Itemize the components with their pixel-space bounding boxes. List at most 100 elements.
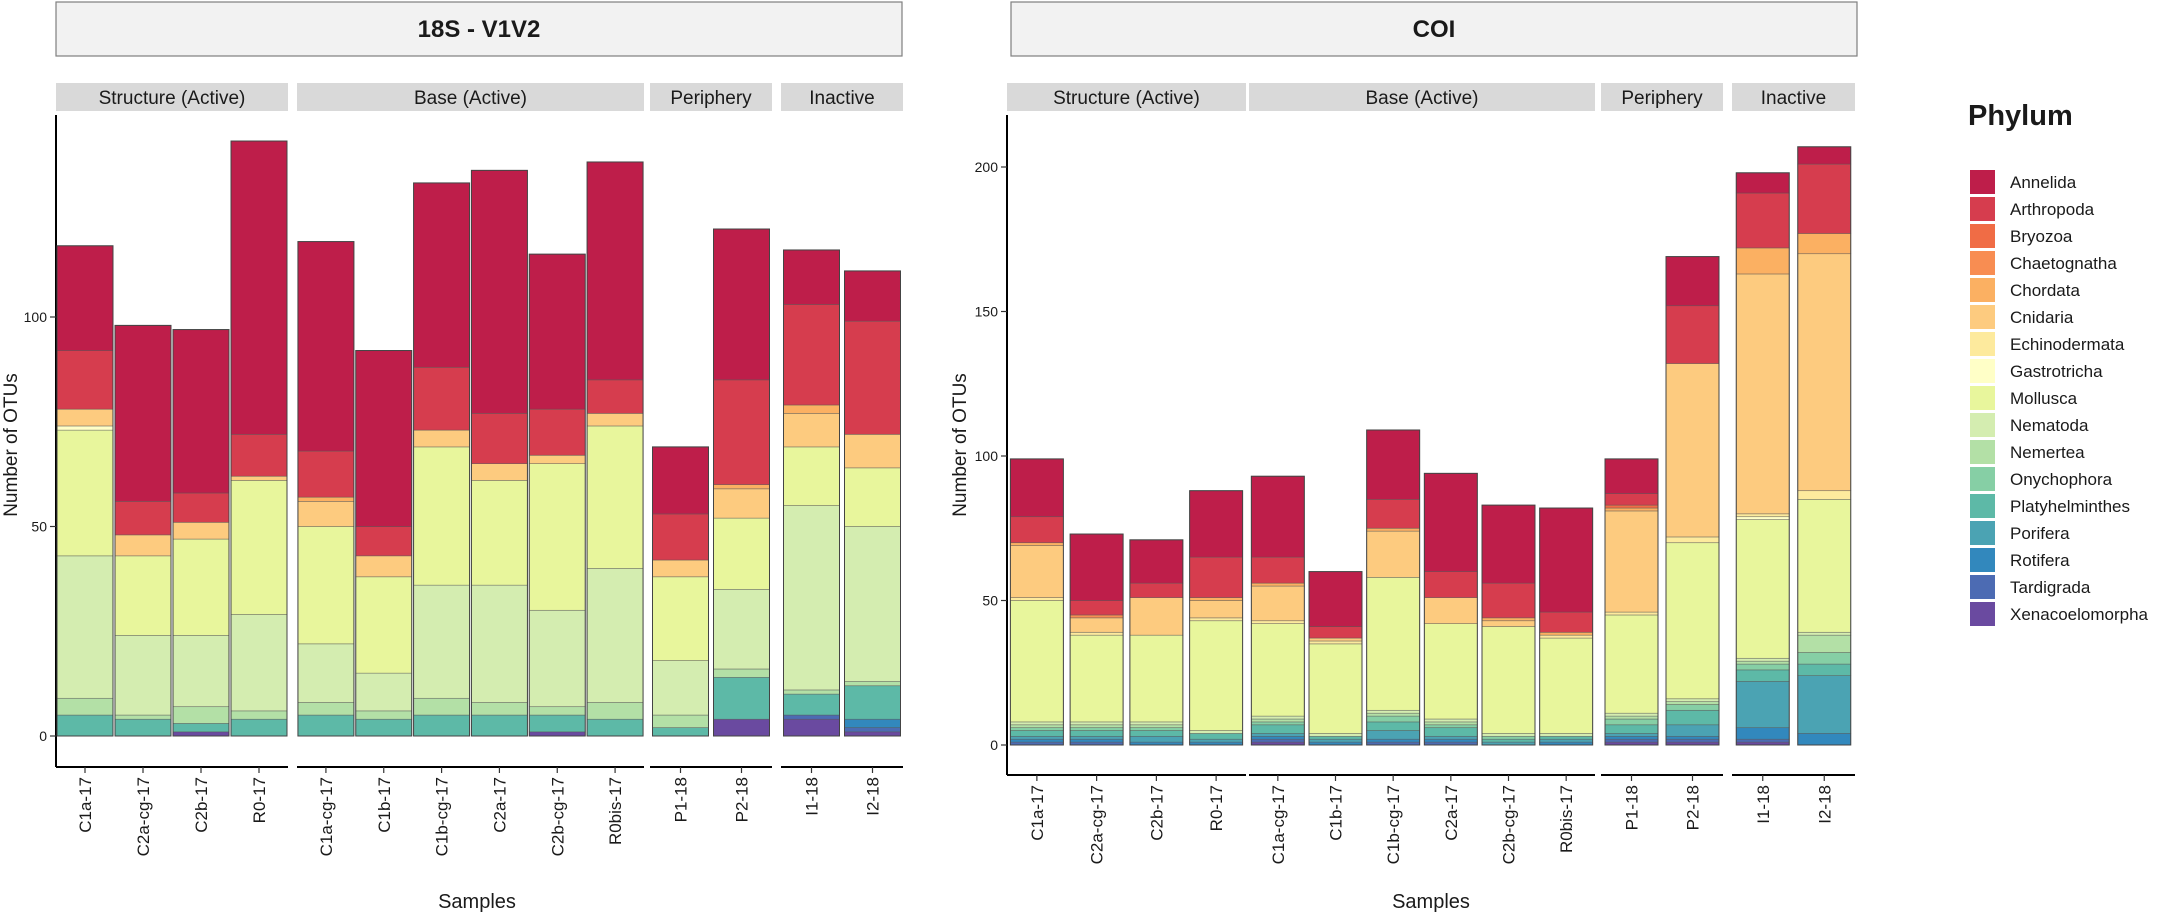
panel-2-bar-segment bbox=[1129, 721, 1184, 726]
panel-1-title-box bbox=[55, 1, 903, 57]
panel-1-bar-segment bbox=[297, 241, 355, 452]
panel-2-bar-segment bbox=[1010, 600, 1064, 723]
legend-swatch bbox=[1970, 413, 1995, 437]
panel-1-bar-segment bbox=[413, 584, 470, 699]
panel-1-bar-segment bbox=[586, 568, 644, 703]
legend-swatch bbox=[1970, 440, 1995, 464]
panel-2-bar-segment bbox=[1069, 727, 1124, 731]
legend-swatch bbox=[1970, 332, 1995, 356]
panel-1-bar-segment bbox=[56, 350, 114, 410]
panel-2-bar-segment bbox=[1797, 233, 1852, 255]
panel-2-bar-segment bbox=[1129, 634, 1184, 723]
panel-1-bar-segment bbox=[528, 253, 586, 410]
legend-swatch bbox=[1970, 278, 1995, 302]
panel-2-bar-segment bbox=[1366, 738, 1421, 743]
legend-swatch bbox=[1970, 251, 1995, 275]
panel-1-bar-segment bbox=[114, 501, 172, 536]
panel-2-bar-segment bbox=[1250, 718, 1305, 723]
panel-1-bar-segment bbox=[230, 614, 288, 712]
panel-2-bar-segment bbox=[1189, 620, 1243, 731]
panel-1-bar-segment bbox=[713, 668, 770, 678]
legend-swatch bbox=[1970, 386, 1995, 410]
legend-swatch bbox=[1970, 359, 1995, 383]
panel-1-x-tick-label: C2a-17 bbox=[490, 777, 509, 833]
panel-2-bar-segment bbox=[1010, 458, 1064, 518]
panel-2-bar-segment bbox=[1797, 634, 1852, 653]
panel-2-bar-segment bbox=[1735, 727, 1790, 740]
panel-2-bar-segment bbox=[1539, 637, 1594, 734]
panel-1-bar-segment bbox=[652, 727, 709, 737]
panel-2-x-tick-label: C1a-cg-17 bbox=[1269, 785, 1288, 864]
panel-2-bar-segment bbox=[1069, 721, 1124, 726]
panel-1-bar-segment bbox=[172, 706, 230, 724]
panel-2-bar-segment bbox=[1665, 704, 1720, 711]
panel-1-bar-segment bbox=[355, 350, 413, 527]
panel-2-bar-segment bbox=[1189, 733, 1243, 740]
panel-2-bar-segment bbox=[1604, 614, 1659, 714]
legend-swatch bbox=[1970, 494, 1995, 518]
panel-1-bar-segment bbox=[783, 304, 840, 406]
panel-1-bar-segment bbox=[586, 379, 644, 414]
panel-1-bar-segment bbox=[528, 731, 586, 737]
panel-1-bar-segment bbox=[413, 366, 470, 431]
legend-swatch bbox=[1970, 170, 1995, 194]
panel-2-title-box bbox=[1010, 1, 1858, 57]
panel-1-bar-segment bbox=[230, 433, 288, 477]
panel-1-x-tick-label: C2b-cg-17 bbox=[548, 777, 567, 856]
panel-2-bar-segment bbox=[1735, 172, 1790, 194]
legend-label: Gastrotricha bbox=[2010, 362, 2103, 381]
panel-2-bar-segment bbox=[1539, 507, 1594, 613]
panel-2-facet-label: Periphery bbox=[1621, 88, 1703, 109]
panel-1-bar-segment bbox=[713, 379, 770, 485]
panel-1-bar-segment bbox=[297, 496, 355, 502]
panel-2-bar-segment bbox=[1665, 256, 1720, 307]
panel-2-bar-segment bbox=[1129, 724, 1184, 729]
panel-1-bar-segment bbox=[844, 270, 901, 322]
legend-label: Chordata bbox=[2010, 281, 2080, 300]
panel-1-title: 18S - V1V2 bbox=[418, 16, 541, 43]
panel-2-bar-segment bbox=[1735, 738, 1790, 743]
panel-1-bar-segment bbox=[844, 433, 901, 469]
panel-2-facet-label: Structure (Active) bbox=[1053, 88, 1200, 109]
panel-2-bar-segment bbox=[1129, 582, 1184, 598]
panel-1-facet-label: Periphery bbox=[670, 88, 752, 109]
panel-2-bar-segment bbox=[1129, 727, 1184, 731]
panel-2-bar-segment bbox=[1366, 709, 1421, 714]
panel-2-x-axis-label: Samples bbox=[1392, 891, 1470, 913]
panel-2-bar-segment bbox=[1010, 727, 1064, 731]
panel-1-bar-segment bbox=[172, 723, 230, 733]
panel-1-bar bbox=[355, 350, 413, 737]
panel-1-bar-segment bbox=[56, 425, 114, 431]
legend-label: Porifera bbox=[2010, 524, 2070, 543]
panel-1-x-tick-label: C1a-17 bbox=[76, 777, 95, 833]
panel-1-x-tick-label: C1b-cg-17 bbox=[433, 777, 452, 856]
panel-2-x-tick-label: I1-18 bbox=[1754, 785, 1773, 824]
panel-1-facet-strip bbox=[297, 83, 644, 111]
panel-1-bar-segment bbox=[844, 320, 901, 435]
panel-2-bar-segment bbox=[1665, 536, 1720, 544]
panel-2-bar-segment bbox=[1366, 527, 1421, 532]
panel-1-bar bbox=[172, 329, 230, 737]
panel-2-x-tick-label: P1-18 bbox=[1623, 785, 1642, 830]
panel-2-bar-segment bbox=[1539, 631, 1594, 636]
panel-2-bar-segment bbox=[1797, 733, 1852, 746]
panel-2-bar bbox=[1481, 504, 1536, 746]
panel-1-bar-segment bbox=[783, 689, 840, 695]
legend-label: Annelida bbox=[2010, 173, 2077, 192]
panel-1-bar-segment bbox=[652, 660, 709, 716]
panel-1-bar bbox=[713, 228, 770, 737]
panel-2-bar-segment bbox=[1250, 582, 1305, 587]
panel-2-bar-segment bbox=[1423, 718, 1478, 723]
panel-1-bar-segment bbox=[652, 446, 709, 515]
panel-1-facet-label: Structure (Active) bbox=[99, 88, 246, 109]
panel-2-bar-segment bbox=[1481, 617, 1536, 622]
panel-1-bar-segment bbox=[713, 517, 770, 590]
panel-1-x-tick-label: C1a-cg-17 bbox=[317, 777, 336, 856]
panel-2-bar-segment bbox=[1481, 735, 1536, 740]
panel-2-bar bbox=[1129, 539, 1184, 746]
panel-1-bar-segment bbox=[230, 480, 288, 615]
panel-2-bar-segment bbox=[1735, 663, 1790, 671]
panel-1-bar-segment bbox=[114, 718, 172, 737]
panel-2-x-tick-label: C1b-17 bbox=[1327, 785, 1346, 841]
